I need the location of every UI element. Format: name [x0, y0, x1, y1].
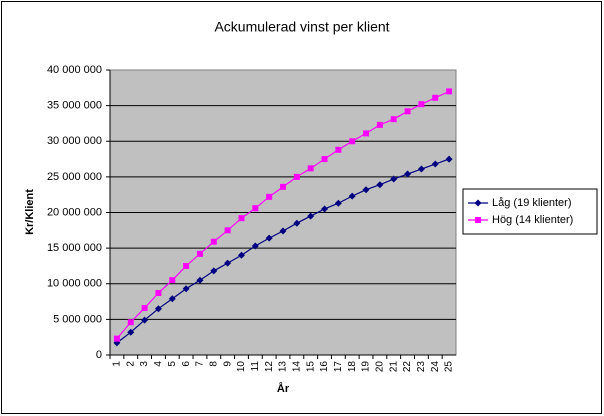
data-point — [307, 212, 315, 220]
data-point — [348, 192, 356, 200]
data-point — [182, 285, 190, 293]
x-tick-label: 23 — [416, 361, 427, 373]
y-tick-label: 15 000 000 — [47, 242, 102, 254]
x-tick-label: 11 — [250, 361, 261, 372]
y-tick-label: 25 000 000 — [47, 171, 102, 183]
x-tick-label: 20 — [375, 361, 386, 373]
data-point — [237, 251, 245, 259]
data-point — [446, 88, 453, 95]
data-point — [404, 170, 412, 178]
y-tick-label: 30 000 000 — [47, 135, 102, 147]
data-point — [155, 290, 162, 297]
data-point — [183, 262, 190, 269]
data-point — [293, 219, 301, 227]
y-tick-label: 35 000 000 — [47, 100, 102, 112]
legend-label: Låg (19 klienter) — [492, 197, 572, 209]
x-tick-label: 18 — [347, 361, 358, 373]
x-tick-label: 9 — [222, 361, 233, 367]
data-point — [224, 227, 231, 234]
x-tick-label: 15 — [305, 361, 316, 373]
data-point — [417, 165, 425, 173]
data-point — [252, 205, 259, 212]
data-point — [251, 242, 259, 250]
data-point — [334, 199, 342, 207]
legend — [462, 188, 598, 235]
data-point — [141, 304, 148, 311]
x-tick-label: 7 — [195, 361, 206, 367]
data-point — [210, 267, 218, 275]
data-point — [266, 193, 273, 200]
x-tick-label: 25 — [444, 361, 455, 373]
y-axis-title: Kr/Klient — [24, 189, 36, 235]
data-point — [210, 238, 217, 245]
x-tick-label: 10 — [236, 361, 247, 373]
x-tick-label: 24 — [430, 361, 441, 373]
legend-label: Hög (14 klienter) — [492, 214, 573, 226]
data-point — [376, 121, 383, 128]
data-point — [432, 94, 439, 101]
legend-marker — [474, 199, 482, 207]
data-point — [141, 316, 149, 324]
x-tick-label: 3 — [139, 361, 150, 367]
x-tick-label: 4 — [153, 361, 164, 367]
x-tick-label: 22 — [402, 361, 413, 373]
x-tick-label: 8 — [208, 361, 219, 367]
x-tick-label: 5 — [167, 361, 178, 367]
data-point — [362, 186, 370, 194]
y-tick-label: 0 — [96, 349, 102, 361]
x-tick-label: 17 — [333, 361, 344, 373]
data-point — [349, 138, 356, 145]
data-point — [390, 116, 397, 123]
data-point — [390, 175, 398, 183]
data-point — [363, 130, 370, 137]
x-tick-label: 6 — [181, 361, 192, 367]
data-point — [279, 227, 287, 235]
y-tick-label: 5 000 000 — [53, 313, 102, 325]
y-tick-label: 40 000 000 — [47, 64, 102, 76]
data-point — [321, 205, 329, 213]
data-point — [154, 305, 162, 313]
x-tick-label: 1 — [112, 361, 123, 367]
data-point — [224, 259, 232, 267]
data-point — [280, 183, 286, 190]
data-point — [168, 295, 176, 303]
chart-title: Ackumulerad vinst per klient — [214, 19, 389, 35]
y-tick-label: 20 000 000 — [47, 206, 102, 218]
legend-marker — [475, 217, 481, 223]
data-point — [127, 328, 135, 336]
x-tick-label: 2 — [125, 361, 136, 367]
data-point — [307, 165, 314, 172]
data-point — [321, 156, 328, 163]
x-axis-title: År — [277, 382, 290, 395]
data-point — [196, 250, 203, 257]
x-tick-label: 19 — [361, 361, 372, 373]
data-point — [335, 146, 342, 153]
data-point — [127, 319, 134, 326]
data-point — [238, 215, 245, 222]
x-tick-label: 21 — [388, 361, 399, 373]
data-point — [431, 160, 439, 168]
data-point — [196, 276, 204, 284]
x-tick-label: 12 — [264, 361, 275, 373]
x-tick-label: 16 — [319, 361, 330, 373]
data-point — [445, 155, 453, 163]
data-point — [376, 181, 384, 189]
data-point — [418, 101, 425, 108]
data-point — [169, 277, 176, 284]
data-point — [404, 108, 411, 115]
x-tick-label: 14 — [291, 361, 302, 373]
data-point — [113, 335, 120, 342]
x-tick-label: 13 — [278, 361, 289, 373]
data-point — [265, 234, 273, 242]
y-tick-label: 10 000 000 — [47, 278, 102, 290]
data-point — [293, 173, 300, 180]
